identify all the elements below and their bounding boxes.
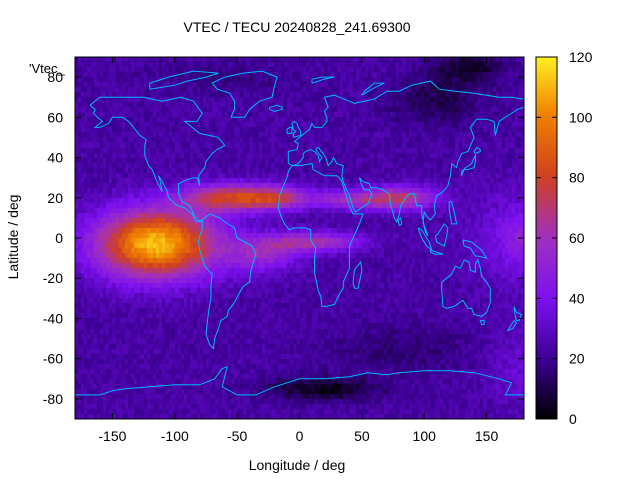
x-tick-label: 100 (413, 428, 437, 444)
coastline (361, 82, 385, 96)
y-tick-label: -80 (43, 391, 63, 407)
coastline (287, 80, 524, 237)
colorbar-tick-label: 20 (569, 351, 585, 367)
x-axis: -150 -100 -50 0 50 100 150 (98, 57, 498, 444)
coastline (149, 70, 219, 90)
colorbar-tick-label: 60 (569, 230, 585, 246)
colorbar-ticks: 0 20 40 60 80 100 120 (536, 49, 593, 427)
chart-title: VTEC / TECU 20240828_241.69300 (183, 19, 410, 35)
colorbar-tick-label: 100 (569, 109, 593, 125)
colorbar-tick-label: 80 (569, 170, 585, 186)
coastline (89, 96, 226, 223)
coastline (473, 146, 481, 154)
x-tick-label: 50 (354, 428, 370, 444)
coastline (479, 320, 485, 325)
x-tick-label: -50 (227, 428, 247, 444)
colorbar-tick-label: 40 (569, 290, 585, 306)
heatmap-image (75, 57, 524, 419)
y-axis-label: Latitude / deg (5, 195, 21, 280)
x-tick-label: -150 (98, 428, 126, 444)
x-axis-label: Longitude / deg (249, 457, 346, 473)
coastline (291, 120, 302, 138)
coastline (462, 239, 488, 259)
y-tick-label: -40 (43, 310, 63, 326)
colorbar-tick-label: 120 (569, 49, 593, 65)
coastline (286, 126, 293, 134)
coastline (461, 153, 476, 176)
coastline (506, 320, 518, 332)
y-tick-label: 80 (47, 69, 63, 85)
coastline (75, 365, 524, 396)
y-tick-label: 40 (47, 150, 63, 166)
coastline (211, 70, 278, 118)
coastline (352, 260, 363, 289)
y-axis: -80 -60 -40 -20 0 20 40 60 80 (43, 69, 524, 407)
y-tick-label: -20 (43, 270, 63, 286)
coastline (513, 306, 523, 321)
coastline (277, 163, 364, 307)
coastline (269, 104, 283, 112)
heatmap-area (75, 57, 524, 419)
coastline-overlay (75, 70, 524, 396)
coastline (430, 249, 444, 255)
y-tick-label: 0 (55, 230, 63, 246)
coastline (197, 213, 257, 350)
coastline (441, 258, 491, 317)
series-key: 'Vtec_ (29, 61, 65, 76)
y-tick-label: 20 (47, 190, 63, 206)
colorbar-tick-label: 0 (569, 411, 577, 427)
coastline (397, 217, 403, 227)
coastline (448, 201, 458, 225)
coastline (311, 76, 335, 84)
y-tick-label: 60 (47, 109, 63, 125)
y-tick-label: -60 (43, 351, 63, 367)
coastline (434, 223, 449, 247)
x-tick-label: -100 (161, 428, 189, 444)
colorbar: 0 20 40 60 80 100 120 (535, 49, 593, 427)
x-tick-label: 0 (296, 428, 304, 444)
x-tick-label: 150 (475, 428, 499, 444)
